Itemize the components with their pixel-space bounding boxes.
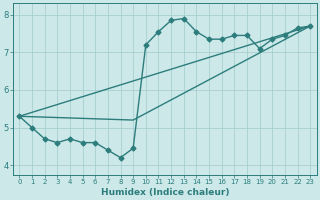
X-axis label: Humidex (Indice chaleur): Humidex (Indice chaleur) bbox=[100, 188, 229, 197]
